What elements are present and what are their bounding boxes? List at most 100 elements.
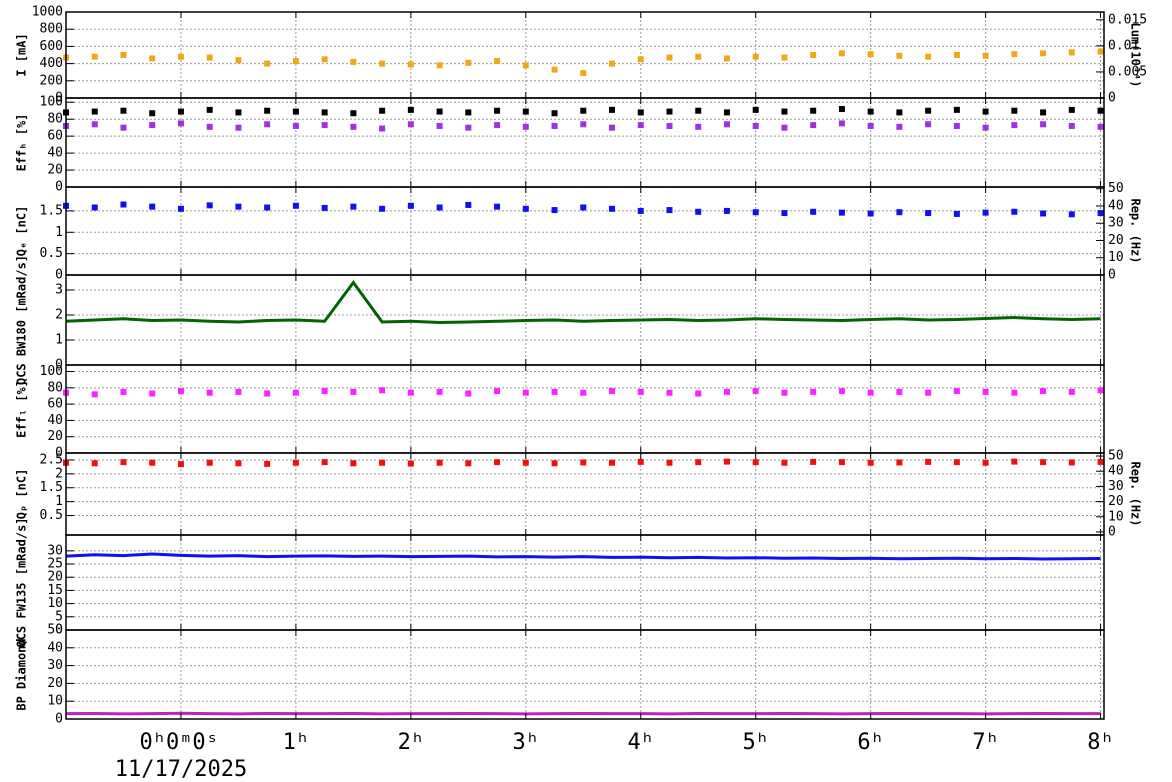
point [580,389,587,396]
point [752,459,759,466]
point [292,202,299,209]
point [292,58,299,65]
point [953,210,960,217]
panel-frame [65,186,1105,276]
point [321,109,328,116]
y-tick-label: 0 [55,358,63,373]
point [810,107,817,114]
y-tick-label: 40 [47,413,63,428]
point [695,208,702,215]
point [781,108,788,115]
point [695,459,702,466]
point [867,210,874,217]
point [781,210,788,217]
point [264,460,271,467]
point [494,107,501,114]
point [1011,208,1018,215]
y-tick-label: 20 [47,163,63,178]
y-tick-label: 0 [55,91,63,106]
point [810,388,817,395]
point [838,106,845,113]
point [580,121,587,128]
point [1068,106,1075,113]
y2-tick-label: 10 [1108,250,1124,265]
y-tick-label: 10 [47,596,63,611]
point [91,108,98,115]
point [695,390,702,397]
point [407,61,414,68]
point [810,122,817,129]
point [350,388,357,395]
y2-tick-label: 0 [1108,524,1116,539]
point [494,122,501,129]
point [522,205,529,212]
point [666,389,673,396]
point [91,460,98,467]
point [206,202,213,209]
point [896,123,903,130]
point [551,66,558,73]
point [609,106,616,113]
point [1040,388,1047,395]
point [120,459,127,466]
point [666,108,673,115]
point [264,107,271,114]
point [235,460,242,467]
y-axis-label: Effₗ [%] [15,380,29,438]
point [1097,387,1104,394]
point [177,120,184,127]
point [1097,123,1104,130]
point [982,124,989,131]
y-tick-label: 100 [40,95,63,110]
point [177,461,184,468]
point [407,389,414,396]
point [350,123,357,130]
point [235,57,242,64]
point [953,106,960,113]
y2-axis-label: Lum(10³⁴) [1129,22,1143,87]
point [982,52,989,59]
point [120,388,127,395]
point [522,459,529,466]
point [953,52,960,58]
point [637,109,644,116]
y2-tick-label: 20 [1108,494,1124,509]
point [925,389,932,396]
y2-tick-label: 40 [1108,464,1124,479]
point [953,388,960,395]
point [666,207,673,214]
point [925,53,932,60]
point [321,204,328,211]
point [838,209,845,216]
x-tick-label: 0ʰ0ᵐ0ˢ [139,730,218,755]
panel-frame [65,534,1105,631]
point [1068,459,1075,466]
y-tick-label: 200 [40,73,63,88]
point [637,122,644,129]
point [925,121,932,128]
y-tick-label: 0 [55,268,63,283]
point [580,107,587,114]
point [896,109,903,116]
point [1040,109,1047,116]
point [206,459,213,466]
point [1040,210,1047,217]
point [379,125,386,132]
point [292,108,299,115]
point [321,56,328,63]
point [781,389,788,396]
point [522,389,529,396]
y-tick-label: 50 [47,623,63,638]
point [379,107,386,114]
point [465,460,472,467]
series-line [65,279,1101,325]
point [1011,51,1018,58]
point [695,107,702,114]
point [1068,49,1075,56]
point [494,58,501,65]
point [1011,458,1018,465]
point [1040,50,1047,57]
point [149,390,156,397]
point [350,110,357,117]
